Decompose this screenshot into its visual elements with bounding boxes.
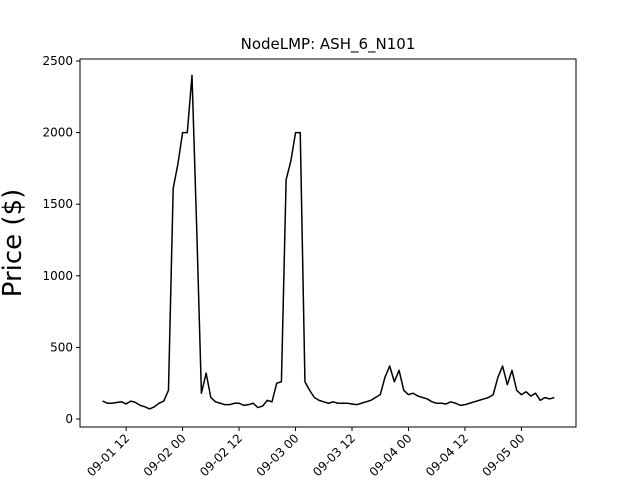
x-tick-label: 09-03 00 xyxy=(254,431,302,479)
x-tick-label: 09-01 12 xyxy=(84,431,132,479)
y-tick-label: 1500 xyxy=(42,197,73,211)
chart-title: NodeLMP: ASH_6_N101 xyxy=(241,35,416,54)
y-axis-label: Price ($) xyxy=(0,189,28,298)
x-tick-label: 09-03 12 xyxy=(310,431,358,479)
y-tick-label: 500 xyxy=(50,340,73,354)
plot-frame xyxy=(79,58,577,428)
y-tick-label: 1000 xyxy=(42,269,73,283)
y-tick-label: 0 xyxy=(65,412,73,426)
x-tick-label: 09-02 00 xyxy=(141,431,189,479)
x-tick-label: 09-05 00 xyxy=(479,431,527,479)
y-tick-label: 2500 xyxy=(42,54,73,68)
price-line xyxy=(102,74,555,410)
x-tick-label: 09-04 00 xyxy=(367,431,415,479)
x-tick-label: 09-02 12 xyxy=(197,431,245,479)
x-tick-label: 09-04 12 xyxy=(423,431,471,479)
y-tick-label: 2000 xyxy=(42,126,73,140)
